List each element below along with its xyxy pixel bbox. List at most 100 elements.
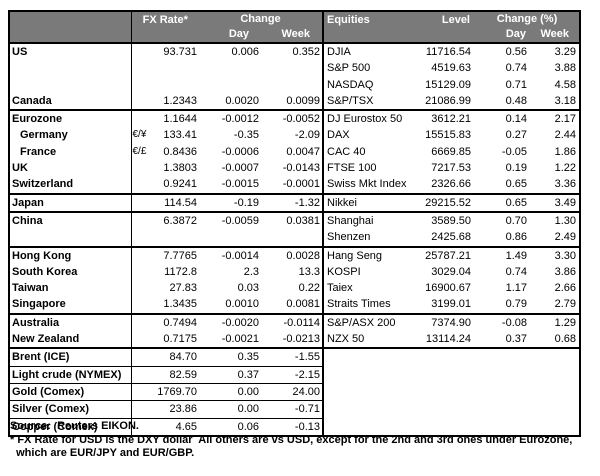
fx-rate-value — [157, 60, 199, 76]
equity-day-change-value — [475, 366, 530, 383]
fx-rate-value — [157, 229, 199, 246]
equity-week-change-value: 2.17 — [530, 109, 580, 128]
equity-index-label: S&P/TSX — [327, 94, 374, 107]
currency-pair-label — [131, 43, 157, 60]
equity-level-value: 11716.54 — [425, 46, 471, 58]
fx-week-change-value: -0.13 — [261, 417, 324, 436]
equity-index-label — [323, 347, 413, 367]
region-label: Brent (ICE) — [9, 347, 132, 367]
table-header: FX Rate* Change Equities Level Change (%… — [9, 11, 580, 43]
fx-day-change-value: -0.0014 — [199, 245, 261, 264]
equity-week-change-value: 3.36 — [554, 178, 576, 191]
change-header: Change — [199, 11, 324, 27]
header-row-1: FX Rate* Change Equities Level Change (%… — [9, 11, 580, 43]
table-row: Silver (Comex) 23.86 0.00 -0.71 — [9, 400, 580, 419]
equity-index-label — [323, 383, 413, 400]
equity-week-change-value — [530, 401, 580, 418]
currency-pair-label — [131, 280, 157, 296]
fx-rate-value: 1.3803 — [163, 162, 197, 175]
source-note: Source: Reuters EIKON. — [10, 420, 139, 432]
fx-week-change-value: -1.55 — [261, 347, 324, 367]
region-label: Singapore — [9, 296, 132, 314]
equity-level-value: 2425.68 — [431, 231, 471, 244]
equity-index-label — [323, 401, 413, 418]
table-row: Germany €/¥ 133.41 -0.35 -2.09 DAX 15515.83 0.2… — [9, 127, 580, 144]
equity-level-value — [413, 347, 475, 367]
fx-week-header: Week — [261, 27, 324, 43]
fx-week-change-value: -0.0001 — [261, 176, 324, 194]
table-row: Australia 0.7494 -0.0020 -0.0114 S&P/ASX 200… — [9, 312, 580, 332]
equity-level-value: 15129.09 — [425, 78, 471, 91]
equity-week-change-value: 3.49 — [530, 192, 580, 212]
region-label — [9, 76, 132, 93]
fx-week-change-value: 0.0381 — [261, 210, 324, 230]
currency-pair-label — [131, 210, 157, 230]
equity-index-label: S&P/ASX 200 — [323, 312, 413, 332]
table-row: Gold (Comex) 1769.70 0.00 24.00 — [9, 382, 580, 401]
equity-index-label: Taiex — [327, 282, 353, 295]
table-row: South Korea 1172.8 2.3 13.3 KOSPI 3029.04 0.74… — [9, 263, 580, 281]
fx-rate-value: 1.3435 — [163, 298, 197, 311]
region-label: Germany — [9, 127, 132, 144]
footnotes: Source: Reuters EIKON. * FX Rate for USD… — [10, 420, 572, 461]
fx-week-change-value — [261, 76, 324, 93]
equity-level-value: 6669.85 — [431, 145, 471, 158]
region-label: Eurozone — [9, 109, 132, 128]
equity-level-value: 7374.90 — [413, 312, 475, 332]
fx-day-change-value: -0.0021 — [221, 333, 259, 346]
region-label: Copper (Comex) — [9, 417, 132, 436]
region-label — [9, 229, 132, 247]
equity-week-change-value: 1.86 — [554, 145, 576, 158]
equity-week-change-value: 4.58 — [554, 78, 576, 91]
equity-week-change-value — [530, 366, 580, 383]
fx-rate-value: 93.731 — [163, 46, 197, 58]
equity-level-value: 4519.63 — [431, 62, 471, 75]
equity-index-label — [323, 366, 413, 383]
equity-day-change-value: 0.79 — [505, 298, 527, 311]
equity-week-change-value: 3.29 — [554, 46, 576, 58]
equity-day-change-value: 0.19 — [505, 162, 527, 175]
equity-day-change-value: 0.65 — [475, 192, 530, 212]
currency-pair-label: €/¥ — [132, 129, 147, 141]
equity-level-value: 7217.53 — [431, 162, 471, 175]
table-row: China 6.3872 -0.0059 0.0381 Shanghai 3589.50 0… — [9, 210, 580, 230]
equity-index-label: Hang Seng — [323, 245, 413, 264]
equity-level-value: 16900.67 — [425, 282, 471, 295]
equity-index-label: DJIA — [327, 46, 351, 58]
table-row: Shenzen 2425.68 0.86 2.49 — [9, 229, 580, 247]
currency-pair-label — [131, 382, 157, 401]
equity-level-value: 3199.01 — [431, 298, 471, 311]
currency-pair-label — [131, 109, 157, 128]
fx-rate-value: 133.41 — [163, 129, 197, 142]
fx-day-change-value — [199, 77, 261, 93]
fx-day-change-value: 0.00 — [199, 382, 261, 401]
corner-header-cell — [9, 11, 132, 43]
fx-week-change-value: 24.00 — [261, 382, 324, 401]
currency-pair-label — [131, 331, 157, 348]
fx-day-change-value: 0.35 — [199, 347, 261, 367]
equity-index-label: NZX 50 — [327, 333, 365, 346]
region-label: Japan — [9, 192, 132, 212]
fx-rate-value: 6.3872 — [157, 210, 199, 230]
fx-rate-value: 23.86 — [157, 400, 199, 419]
fx-day-change-value: 0.0010 — [225, 298, 259, 311]
equity-day-header: Day — [475, 27, 530, 43]
equity-index-label: Nikkei — [323, 192, 413, 212]
fx-day-change-value: -0.0059 — [199, 210, 261, 230]
table-row: New Zealand 0.7175 -0.0021 -0.0213 NZX 50 131… — [9, 331, 580, 349]
currency-pair-label — [131, 347, 157, 367]
equity-day-change-value: 0.37 — [505, 333, 527, 346]
equity-week-change-value: 2.49 — [554, 231, 576, 244]
fx-day-change-value: -0.35 — [233, 129, 259, 142]
region-label: France — [9, 143, 132, 161]
currency-pair-label — [131, 400, 157, 419]
fx-rate-value: 0.8436 — [163, 145, 197, 158]
fx-rate-value: 1172.8 — [164, 265, 197, 278]
region-label: Light crude (NYMEX) — [9, 365, 132, 384]
equity-index-label: DAX — [327, 129, 350, 142]
table-row: Switzerland 0.9241 -0.0015 -0.0001 Swiss Mkt… — [9, 176, 580, 194]
fx-week-change-value: -0.0213 — [261, 331, 324, 349]
fx-rate-value: 7.7765 — [157, 245, 199, 264]
region-label — [9, 60, 132, 77]
equity-week-change-value: 2.79 — [554, 298, 576, 311]
